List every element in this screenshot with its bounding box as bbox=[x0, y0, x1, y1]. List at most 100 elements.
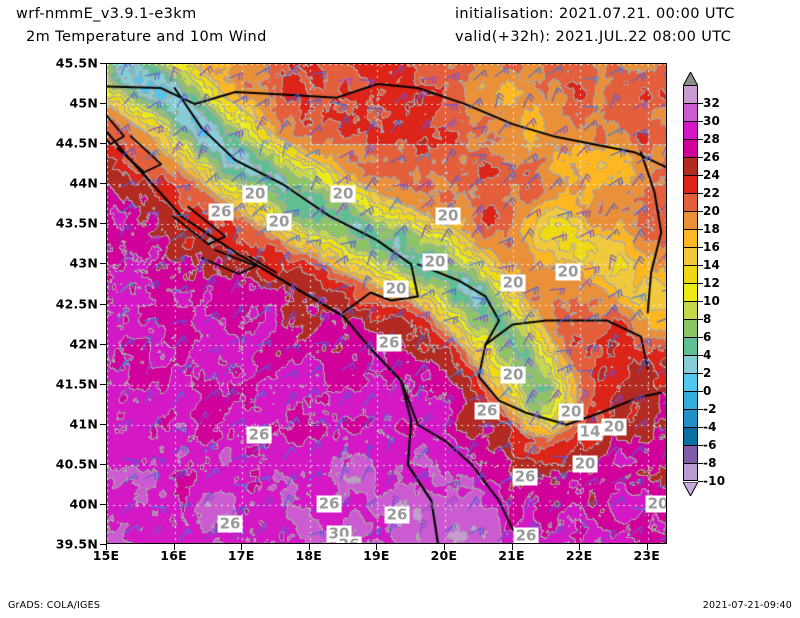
colorbar-swatch[interactable] bbox=[683, 247, 698, 265]
colorbar-swatch[interactable] bbox=[683, 175, 698, 193]
colorbar-swatch[interactable] bbox=[683, 121, 698, 139]
colorbar-swatch[interactable] bbox=[683, 319, 698, 337]
longitude-tick-label: 22E bbox=[565, 548, 593, 563]
colorbar-swatch[interactable] bbox=[683, 157, 698, 175]
latitude-tick-label: 41.5N bbox=[55, 376, 98, 392]
latitude-tick-mark bbox=[100, 63, 106, 64]
colorbar-swatch[interactable] bbox=[683, 211, 698, 229]
header: wrf-nmmE_v3.9.1-e3km 2m Temperature and … bbox=[0, 0, 800, 58]
longitude-tick-mark bbox=[106, 544, 107, 550]
longitude-tick-mark bbox=[511, 544, 513, 550]
colorbar-swatch[interactable] bbox=[683, 427, 698, 445]
colorbar-tick-label: 2 bbox=[703, 366, 712, 380]
colorbar-tick-label: -6 bbox=[703, 438, 717, 452]
longitude-tick-label: 19E bbox=[363, 548, 390, 563]
contour-label: 20 bbox=[500, 273, 526, 292]
latitude-tick-mark bbox=[100, 263, 106, 265]
initialisation-time: initialisation: 2021.07.21. 00:00 UTC bbox=[455, 6, 735, 22]
contour-label: 20 bbox=[422, 252, 448, 271]
colorbar-swatch[interactable] bbox=[683, 229, 698, 247]
latitude-tick-mark bbox=[100, 423, 106, 425]
colorbar-tick-mark bbox=[698, 139, 703, 140]
colorbar-swatch[interactable] bbox=[683, 445, 698, 463]
contour-label: 26 bbox=[384, 505, 410, 524]
latitude-tick-label: 43N bbox=[69, 255, 98, 271]
colorbar-tick-mark bbox=[698, 463, 703, 464]
latitude-tick-label: 39.5N bbox=[55, 536, 98, 552]
colorbar-tick-label: 12 bbox=[703, 276, 721, 290]
longitude-tick-mark bbox=[308, 544, 310, 550]
contour-label: 26 bbox=[217, 514, 243, 533]
longitude-tick-mark bbox=[173, 544, 175, 550]
latitude-tick-mark bbox=[100, 103, 106, 105]
colorbar-swatch[interactable] bbox=[683, 103, 698, 121]
contour-label: 20 bbox=[558, 402, 584, 421]
longitude-tick-mark bbox=[376, 544, 378, 550]
colorbar-tick-mark bbox=[698, 337, 703, 338]
colorbar-swatch[interactable] bbox=[683, 373, 698, 391]
colorbar-tick-label: -10 bbox=[703, 474, 726, 488]
colorbar-tick-label: 4 bbox=[703, 348, 712, 362]
colorbar-swatch[interactable] bbox=[683, 85, 698, 103]
latitude-tick-mark bbox=[100, 503, 106, 505]
colorbar-tick-label: 30 bbox=[703, 114, 721, 128]
contour-label: 20 bbox=[242, 184, 268, 203]
latitude-tick-label: 40N bbox=[69, 496, 98, 512]
contour-label: 26 bbox=[513, 526, 539, 544]
colorbar-tick-mark bbox=[698, 121, 703, 122]
colorbar-swatch[interactable] bbox=[683, 337, 698, 355]
latitude-tick-label: 42N bbox=[69, 336, 98, 352]
colorbar-tick-mark bbox=[698, 391, 703, 392]
colorbar-tick-label: 20 bbox=[703, 204, 721, 218]
colorbar-tick-label: -8 bbox=[703, 456, 717, 470]
colorbar-tick-label: 32 bbox=[703, 96, 721, 110]
colorbar-swatch[interactable] bbox=[683, 193, 698, 211]
latitude-tick-label: 45.5N bbox=[55, 55, 98, 71]
colorbar-tick-mark bbox=[698, 211, 703, 212]
colorbar-swatch[interactable] bbox=[683, 463, 698, 481]
colorbar-tick-label: 22 bbox=[703, 186, 721, 200]
colorbar-swatch[interactable] bbox=[683, 355, 698, 373]
contour-label: 20 bbox=[435, 206, 461, 225]
contour-label: 20 bbox=[266, 212, 292, 231]
contour-label: 20 bbox=[601, 417, 627, 436]
temperature-map[interactable]: 2020202020202020202020201420202020202626… bbox=[106, 63, 667, 544]
latitude-tick-mark bbox=[100, 223, 106, 225]
contour-label: 14 bbox=[577, 422, 603, 441]
contour-label: 20 bbox=[383, 279, 409, 298]
latitude-tick-mark bbox=[100, 544, 106, 545]
colorbar-swatch[interactable] bbox=[683, 301, 698, 319]
colorbar-top-arrow bbox=[682, 70, 699, 87]
render-timestamp: 2021-07-21-09:40 bbox=[702, 600, 792, 611]
colorbar-tick-label: 26 bbox=[703, 150, 721, 164]
colorbar-tick-label: 10 bbox=[703, 294, 721, 308]
colorbar[interactable] bbox=[683, 85, 698, 481]
latitude-tick-mark bbox=[100, 383, 106, 385]
colorbar-swatch[interactable] bbox=[683, 265, 698, 283]
colorbar-tick-mark bbox=[698, 355, 703, 356]
contour-label: 26 bbox=[376, 333, 402, 352]
latitude-tick-label: 42.5N bbox=[55, 296, 98, 311]
latitude-tick-mark bbox=[100, 143, 106, 145]
colorbar-swatch[interactable] bbox=[683, 283, 698, 301]
colorbar-tick-mark bbox=[698, 265, 703, 266]
colorbar-tick-mark bbox=[698, 283, 703, 284]
colorbar-tick-mark bbox=[698, 445, 703, 446]
grads-credit: GrADS: COLA/IGES bbox=[8, 600, 101, 611]
contour-label: 26 bbox=[208, 202, 234, 221]
colorbar-swatch[interactable] bbox=[683, 409, 698, 427]
colorbar-tick-label: 16 bbox=[703, 240, 721, 254]
colorbar-tick-mark bbox=[698, 193, 703, 194]
contour-label: 26 bbox=[512, 467, 538, 486]
field-title: 2m Temperature and 10m Wind bbox=[26, 29, 267, 45]
colorbar-swatch[interactable] bbox=[683, 391, 698, 409]
longitude-tick-label: 15E bbox=[92, 548, 120, 563]
latitude-tick-mark bbox=[100, 343, 106, 345]
model-title: wrf-nmmE_v3.9.1-e3km bbox=[16, 6, 197, 22]
longitude-tick-label: 17E bbox=[227, 548, 255, 563]
contour-label: 20 bbox=[572, 454, 598, 473]
latitude-tick-label: 44.5N bbox=[55, 135, 98, 151]
colorbar-tick-mark bbox=[698, 247, 703, 248]
latitude-tick-label: 45N bbox=[69, 95, 98, 111]
colorbar-swatch[interactable] bbox=[683, 139, 698, 157]
